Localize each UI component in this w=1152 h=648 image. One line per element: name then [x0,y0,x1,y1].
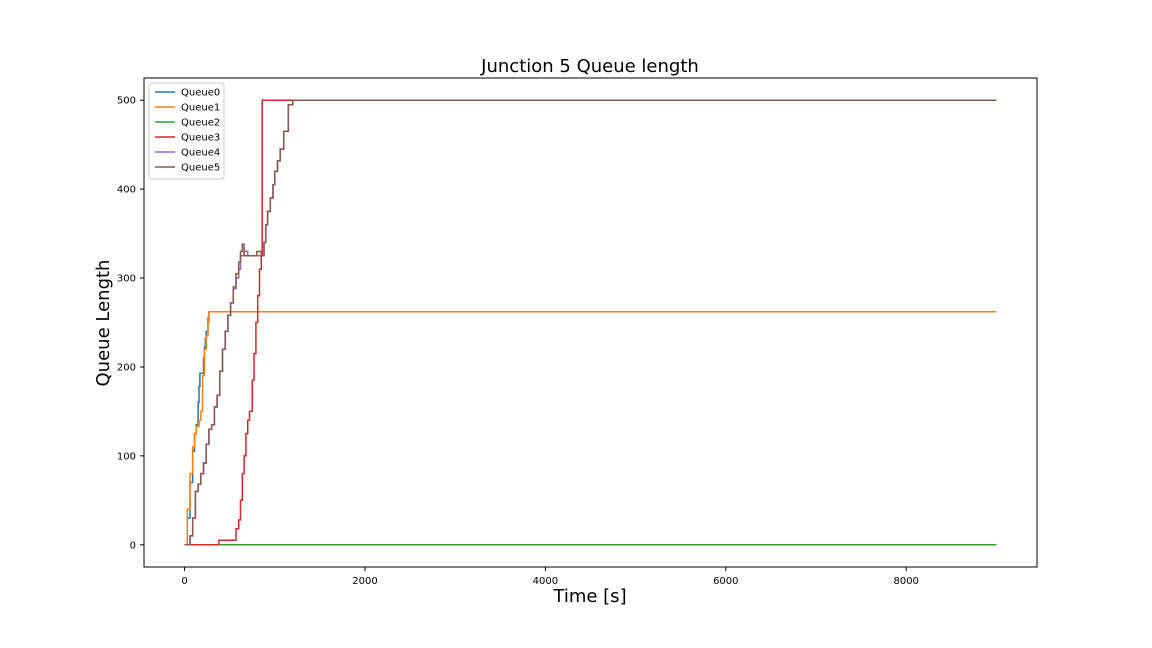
y-tick-label: 400 [117,185,136,196]
legend-label-queue2: Queue2 [181,118,220,129]
x-tick-label: 8000 [893,576,918,587]
series-layer [184,99,997,546]
series-line-queue5 [184,99,997,546]
y-tick-label: 300 [117,274,136,285]
legend-label-queue1: Queue1 [181,103,220,114]
x-tick-label: 0 [181,576,187,587]
x-axis-ticks: 0 2000 4000 6000 8000 [181,567,919,587]
plot-area-frame [143,77,1038,568]
y-axis-label: Queue Length [93,260,114,387]
chart-title: Junction 5 Queue length [480,56,699,77]
y-tick-label: 500 [117,96,136,107]
legend-label-queue0: Queue0 [181,88,220,99]
y-tick-label: 100 [117,451,136,462]
x-tick-label: 2000 [352,576,377,587]
y-axis-ticks: 0 100 200 300 400 500 [117,96,144,551]
y-tick-label: 200 [117,362,136,373]
series-line-queue1 [184,311,997,546]
x-tick-label: 4000 [533,576,558,587]
y-tick-label: 0 [130,540,136,551]
x-tick-label: 6000 [713,576,738,587]
series-line-queue3 [184,99,997,546]
legend-label-queue5: Queue5 [181,163,220,174]
legend-label-queue4: Queue4 [181,148,220,159]
legend: Queue0 Queue1 Queue2 Queue3 Queue4 Queue5 [148,82,225,180]
x-axis-label: Time [s] [552,586,626,607]
legend-label-queue3: Queue3 [181,133,220,144]
